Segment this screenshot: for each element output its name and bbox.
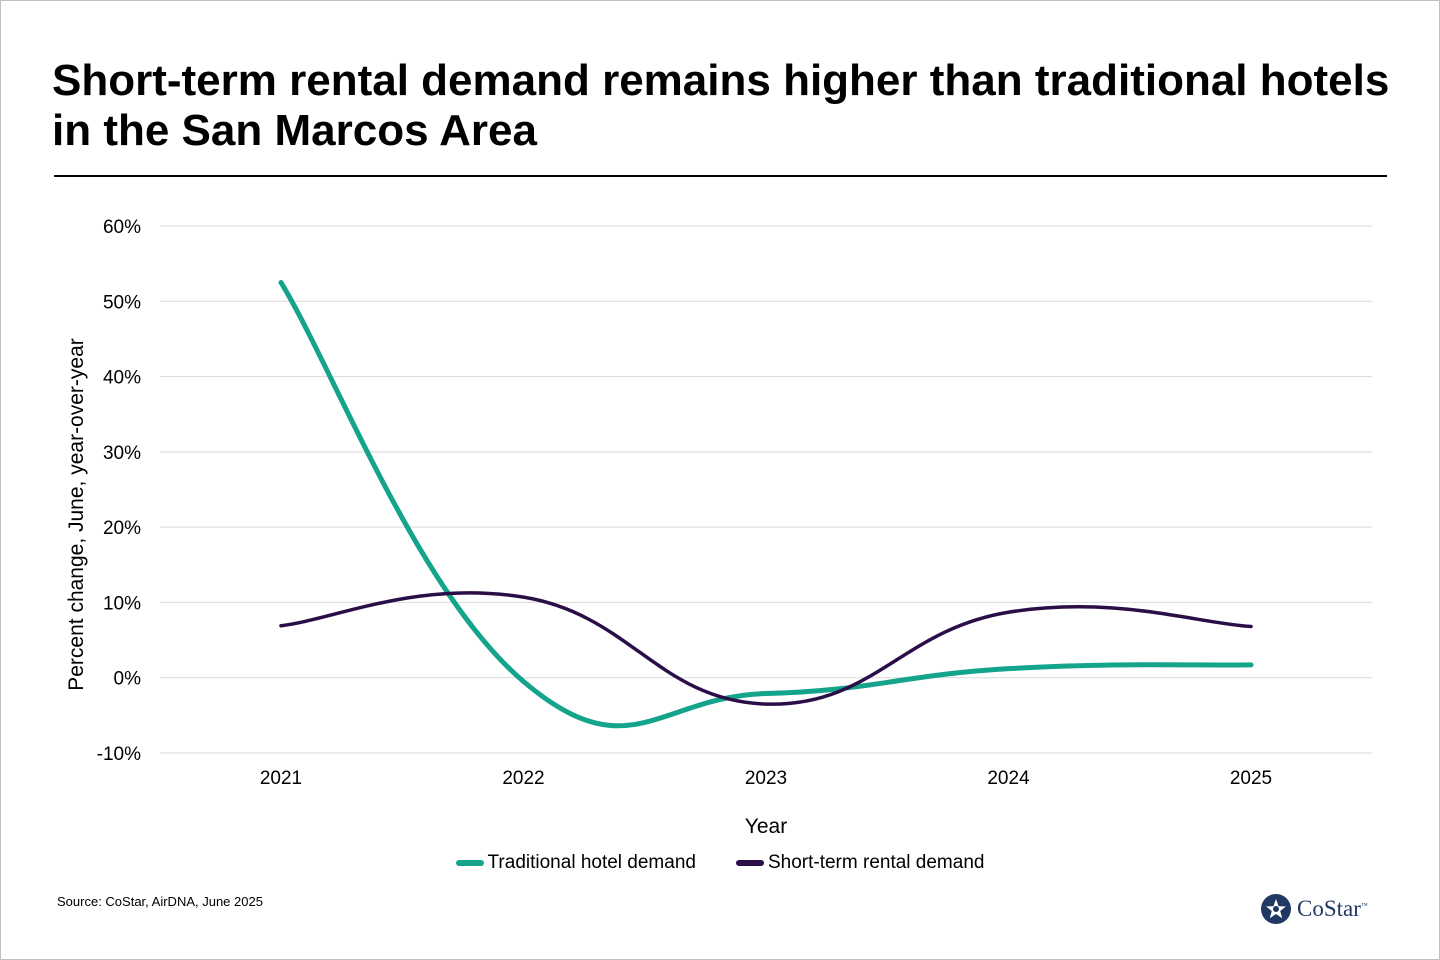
x-tick-label: 2022 — [502, 768, 544, 789]
legend-label-str: Short-term rental demand — [767, 852, 985, 873]
x-axis-title: Year — [745, 815, 787, 838]
y-tick-label: 10% — [103, 593, 141, 614]
y-axis-title: Percent change, June, year-over-year — [65, 338, 88, 691]
y-tick-label: 60% — [103, 217, 141, 238]
y-tick-label: 50% — [103, 292, 141, 313]
costar-star-icon — [1261, 894, 1291, 924]
legend: Traditional hotel demand Short-term rent… — [0, 852, 1440, 874]
source-note: Source: CoStar, AirDNA, June 2025 — [57, 894, 263, 909]
x-tick-label: 2025 — [1230, 768, 1272, 789]
y-tick-label: -10% — [97, 744, 141, 765]
chart-title: Short-term rental demand remains higher … — [52, 56, 1390, 155]
series-line-traditional-hotel — [278, 279, 1254, 729]
x-tick-label: 2024 — [987, 768, 1030, 789]
x-tick-label: 2023 — [745, 768, 787, 789]
x-tick-label: 2021 — [260, 768, 302, 789]
legend-item-str: Short-term rental demand — [735, 852, 985, 874]
costar-logo: CoStar™ — [1260, 893, 1368, 925]
y-tick-label: 0% — [114, 669, 142, 690]
y-tick-label: 30% — [103, 443, 141, 464]
series-line-short-term-rental — [279, 591, 1253, 706]
legend-item-hotel: Traditional hotel demand — [455, 852, 696, 874]
legend-label-hotel: Traditional hotel demand — [487, 852, 696, 873]
costar-wordmark: CoStar™ — [1297, 896, 1368, 921]
title-divider — [54, 175, 1387, 177]
legend-swatch-hotel — [455, 860, 484, 866]
legend-swatch-str — [735, 860, 764, 866]
y-tick-label: 20% — [103, 518, 141, 539]
y-tick-label: 40% — [103, 368, 141, 389]
